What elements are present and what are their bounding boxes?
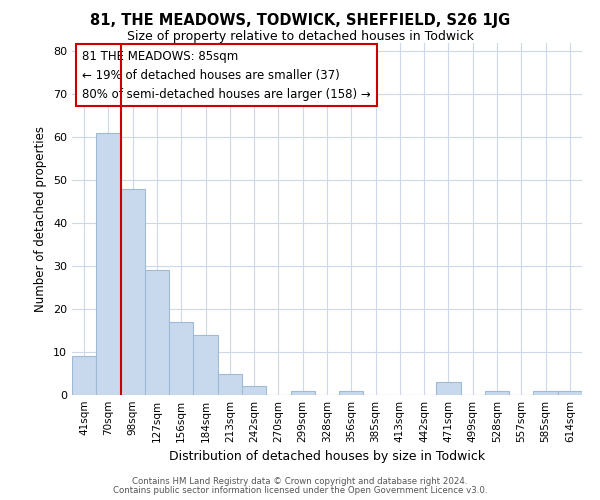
Bar: [242, 386, 266, 395]
Y-axis label: Number of detached properties: Number of detached properties: [34, 126, 47, 312]
Bar: [533, 390, 558, 395]
Bar: [290, 390, 315, 395]
Bar: [169, 322, 193, 395]
Bar: [72, 356, 96, 395]
Bar: [121, 188, 145, 395]
Bar: [485, 390, 509, 395]
Text: 81, THE MEADOWS, TODWICK, SHEFFIELD, S26 1JG: 81, THE MEADOWS, TODWICK, SHEFFIELD, S26…: [90, 12, 510, 28]
Bar: [558, 390, 582, 395]
Text: Contains HM Land Registry data © Crown copyright and database right 2024.: Contains HM Land Registry data © Crown c…: [132, 477, 468, 486]
Bar: [436, 382, 461, 395]
Text: Contains public sector information licensed under the Open Government Licence v3: Contains public sector information licen…: [113, 486, 487, 495]
Text: 81 THE MEADOWS: 85sqm
← 19% of detached houses are smaller (37)
80% of semi-deta: 81 THE MEADOWS: 85sqm ← 19% of detached …: [82, 50, 371, 100]
Bar: [339, 390, 364, 395]
Bar: [96, 133, 121, 395]
Text: Size of property relative to detached houses in Todwick: Size of property relative to detached ho…: [127, 30, 473, 43]
Bar: [193, 335, 218, 395]
Bar: [145, 270, 169, 395]
X-axis label: Distribution of detached houses by size in Todwick: Distribution of detached houses by size …: [169, 450, 485, 464]
Bar: [218, 374, 242, 395]
